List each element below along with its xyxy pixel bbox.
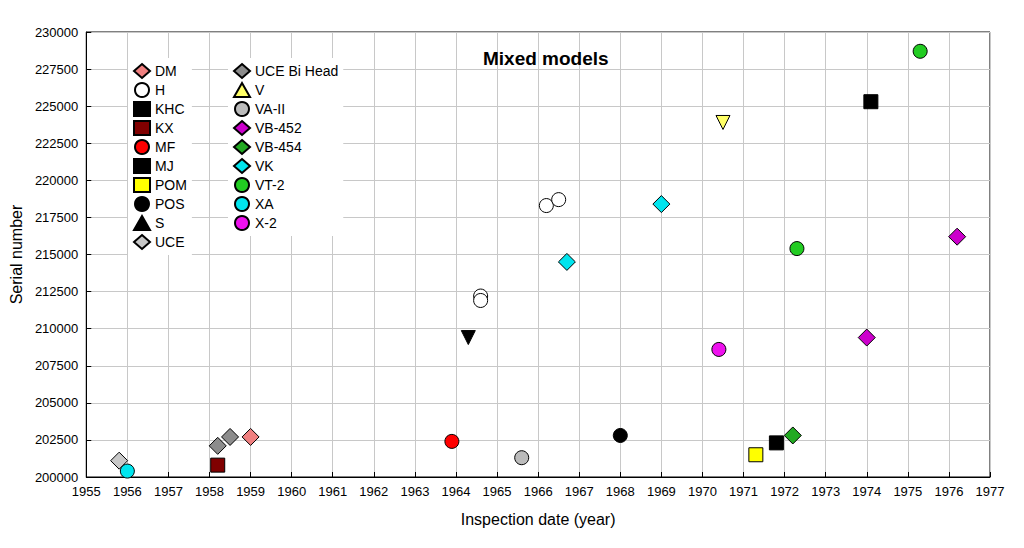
svg-text:1955: 1955 [72, 484, 101, 499]
svg-text:1966: 1966 [524, 484, 553, 499]
svg-text:1965: 1965 [483, 484, 512, 499]
svg-text:1967: 1967 [565, 484, 594, 499]
svg-text:205000: 205000 [35, 395, 78, 410]
svg-text:VB-452: VB-452 [255, 120, 302, 136]
svg-text:VB-454: VB-454 [255, 139, 302, 155]
svg-text:1969: 1969 [647, 484, 676, 499]
svg-text:202500: 202500 [35, 432, 78, 447]
svg-text:207500: 207500 [35, 358, 78, 373]
svg-text:220000: 220000 [35, 173, 78, 188]
svg-text:1957: 1957 [154, 484, 183, 499]
svg-text:H: H [155, 82, 165, 98]
svg-text:1971: 1971 [729, 484, 758, 499]
svg-text:X-2: X-2 [255, 215, 277, 231]
svg-text:DM: DM [155, 63, 177, 79]
svg-text:227500: 227500 [35, 62, 78, 77]
svg-text:1961: 1961 [318, 484, 347, 499]
svg-text:KX: KX [155, 120, 174, 136]
svg-text:212500: 212500 [35, 284, 78, 299]
svg-text:230000: 230000 [35, 25, 78, 40]
svg-text:1956: 1956 [113, 484, 142, 499]
svg-text:KHC: KHC [155, 101, 185, 117]
svg-text:1970: 1970 [688, 484, 717, 499]
svg-text:UCE: UCE [155, 234, 185, 250]
svg-text:215000: 215000 [35, 247, 78, 262]
svg-text:200000: 200000 [35, 470, 78, 485]
svg-text:1977: 1977 [976, 484, 1005, 499]
svg-text:MJ: MJ [155, 158, 174, 174]
svg-text:POS: POS [155, 196, 185, 212]
svg-text:1972: 1972 [770, 484, 799, 499]
svg-text:1962: 1962 [359, 484, 388, 499]
svg-text:1975: 1975 [893, 484, 922, 499]
svg-text:MF: MF [155, 139, 175, 155]
svg-text:1973: 1973 [811, 484, 840, 499]
svg-text:Inspection date (year): Inspection date (year) [461, 511, 616, 528]
svg-text:V: V [255, 82, 265, 98]
svg-text:S: S [155, 215, 164, 231]
svg-text:210000: 210000 [35, 321, 78, 336]
svg-text:Serial number: Serial number [8, 204, 25, 304]
svg-text:VA-II: VA-II [255, 101, 285, 117]
svg-text:1964: 1964 [442, 484, 471, 499]
svg-text:1960: 1960 [277, 484, 306, 499]
svg-text:1958: 1958 [195, 484, 224, 499]
svg-text:225000: 225000 [35, 99, 78, 114]
svg-text:VK: VK [255, 158, 274, 174]
svg-text:1976: 1976 [934, 484, 963, 499]
svg-text:XA: XA [255, 196, 274, 212]
svg-text:Mixed models: Mixed models [483, 48, 609, 69]
svg-text:1959: 1959 [236, 484, 265, 499]
svg-text:1963: 1963 [400, 484, 429, 499]
svg-text:1974: 1974 [852, 484, 881, 499]
svg-text:UCE Bi Head: UCE Bi Head [255, 63, 338, 79]
svg-text:VT-2: VT-2 [255, 177, 285, 193]
svg-text:1968: 1968 [606, 484, 635, 499]
svg-text:217500: 217500 [35, 210, 78, 225]
svg-text:POM: POM [155, 177, 187, 193]
svg-text:222500: 222500 [35, 136, 78, 151]
